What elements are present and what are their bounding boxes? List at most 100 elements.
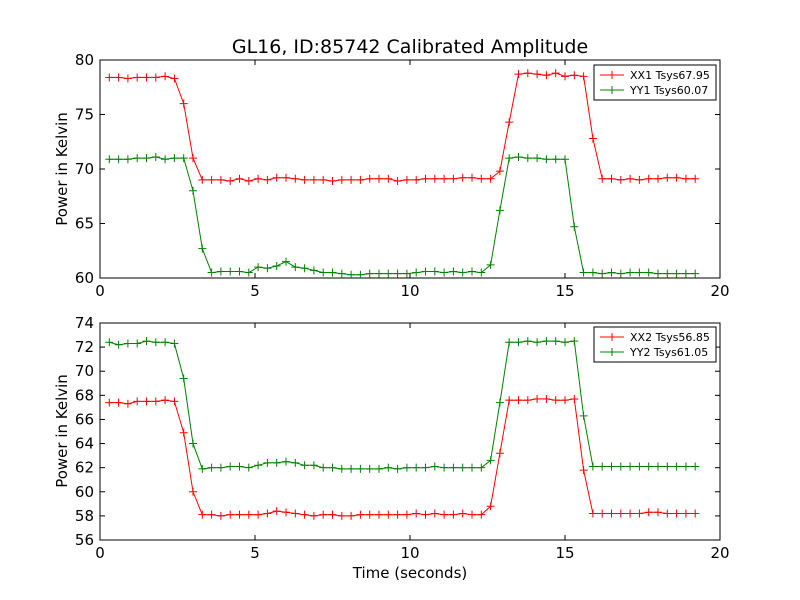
bottom-y-tick-label: 64 <box>75 435 94 453</box>
bottom-series-1-point <box>505 396 514 405</box>
top-series-1-point <box>616 175 625 184</box>
bottom-series-2-point <box>468 463 476 472</box>
top-series-1-point <box>505 118 514 127</box>
top-series-1-point <box>477 174 486 183</box>
top-series-1-point <box>523 69 532 78</box>
bottom-series-1-point <box>328 510 337 519</box>
bottom-series-1-point <box>216 511 225 520</box>
top-series-2-point <box>347 270 356 279</box>
top-series-1-point <box>328 176 337 185</box>
top-series-1-point <box>365 174 374 183</box>
top-series-1-point <box>570 71 579 80</box>
bottom-series-2-point <box>123 339 132 348</box>
bottom-series-1-point <box>133 397 142 406</box>
bottom-series-1-point <box>570 394 579 403</box>
bottom-series-2-point <box>365 464 374 473</box>
top-series-2-point <box>189 186 197 195</box>
top-y-tick-label: 60 <box>75 269 94 287</box>
bottom-series-1-point <box>393 510 402 519</box>
bottom-series-2-point <box>151 338 160 347</box>
top-series-2-point <box>542 155 551 164</box>
bottom-series-1-point <box>626 509 635 518</box>
bottom-series-2-point <box>161 338 170 347</box>
top-series-1-point <box>561 72 569 81</box>
top-series-line-2 <box>109 156 696 276</box>
bottom-series-1-point <box>551 396 560 405</box>
bottom-series-2-point <box>272 458 281 467</box>
top-series-2-point <box>179 154 188 163</box>
top-series-2-point <box>309 266 318 275</box>
top-series-2-point <box>319 268 328 277</box>
top-series-1-point <box>663 173 672 182</box>
top-series-2-point <box>635 268 644 277</box>
top-series-1-point <box>123 74 132 83</box>
bottom-series-1-point <box>412 509 421 518</box>
bottom-series-2-point <box>477 463 486 472</box>
bottom-y-tick-label: 68 <box>75 386 94 404</box>
top-x-tick-label: 5 <box>250 282 260 300</box>
bottom-series-1-point <box>542 394 551 403</box>
top-series-2-point <box>235 267 244 276</box>
top-series-1-point <box>337 175 346 184</box>
top-series-line-1 <box>109 72 696 182</box>
top-series-2-point <box>672 269 681 278</box>
top-legend-marker-1 <box>608 71 616 79</box>
top-series-2-point <box>570 222 579 231</box>
top-series-2-point <box>244 268 253 277</box>
top-series-2-point <box>616 269 625 278</box>
top-series-1-point <box>440 174 449 183</box>
bottom-series-2-point <box>681 462 690 471</box>
bottom-series-2-point <box>189 439 197 448</box>
top-series-1-point <box>468 173 476 182</box>
top-series-2-point <box>282 257 290 266</box>
bottom-series-2-point <box>207 463 216 472</box>
bottom-series-1-point <box>514 396 523 405</box>
bottom-series-1-point <box>105 398 114 407</box>
top-series-2-point <box>430 267 439 276</box>
top-series-2-point <box>133 154 142 163</box>
bottom-series-1-point <box>402 510 411 519</box>
top-legend-label-1: XX1 Tsys67.95 <box>630 69 710 82</box>
top-series-2-point <box>291 263 300 272</box>
bottom-series-2-point <box>616 462 625 471</box>
top-series-2-point <box>412 268 421 277</box>
top-series-2-point <box>114 155 123 164</box>
bottom-series-line-2 <box>109 340 696 470</box>
bottom-series-2-point <box>179 374 188 383</box>
bottom-series-2-point <box>309 461 318 470</box>
bottom-series-1-point <box>384 510 393 519</box>
top-series-1-point <box>551 69 560 78</box>
bottom-series-1-point <box>486 502 495 511</box>
bottom-x-tick-label: 20 <box>710 544 729 562</box>
bottom-series-1-point <box>588 509 597 518</box>
top-series-2-point <box>402 269 411 278</box>
bottom-series-1-point <box>421 510 430 519</box>
top-x-tick-label: 20 <box>710 282 729 300</box>
bottom-series-2-point <box>198 464 207 473</box>
top-y-tick-label: 80 <box>75 51 94 69</box>
top-series-1-point <box>691 174 700 183</box>
top-series-2-point <box>207 268 216 277</box>
bottom-series-2-point <box>133 339 142 348</box>
top-series-1-point <box>375 174 383 183</box>
top-series-2-point <box>161 155 170 164</box>
top-series-2-point <box>579 268 588 277</box>
top-x-tick-label: 10 <box>400 282 419 300</box>
top-series-1-point <box>309 175 318 184</box>
top-series-2-point <box>300 264 309 273</box>
bottom-series-2-point <box>421 463 430 472</box>
top-series-1-point <box>179 99 188 108</box>
bottom-series-1-point <box>365 510 374 519</box>
bottom-series-2-point <box>570 337 579 346</box>
top-series-2-point <box>505 154 514 163</box>
top-series-1-point <box>105 73 114 82</box>
top-series-1-point <box>681 174 690 183</box>
bottom-series-2-point <box>375 464 383 473</box>
bottom-series-2-point <box>216 463 225 472</box>
top-panel: Power in Kelvin 0 5 10 15 20 60 65 70 75 80 XX1 Ts… <box>53 51 730 300</box>
bottom-series-1-point <box>654 508 662 517</box>
bottom-series-2-point <box>561 338 569 347</box>
bottom-series-1-point <box>114 398 123 407</box>
bottom-series-1-point <box>291 509 300 518</box>
